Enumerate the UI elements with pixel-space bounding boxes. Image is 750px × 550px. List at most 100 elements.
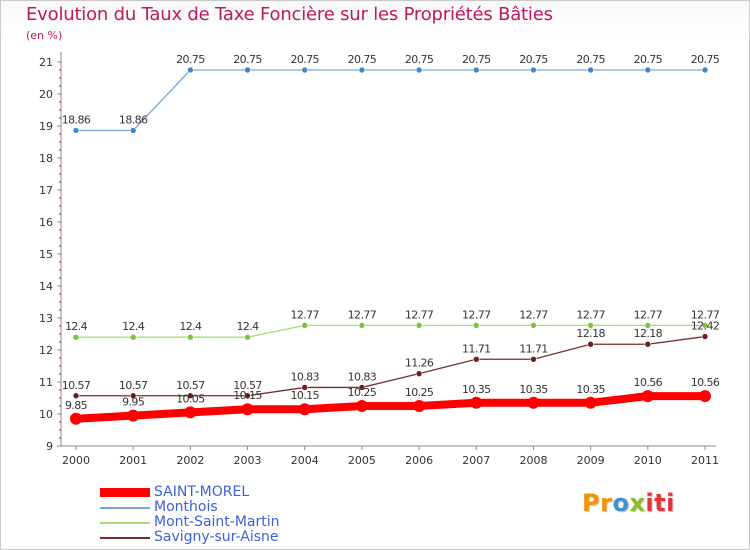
data-point-mont-saint-martin bbox=[72, 333, 80, 341]
data-label-monthois: 18.86 bbox=[119, 113, 148, 126]
legend-swatch bbox=[100, 488, 150, 497]
data-label-savigny-sur-aisne: 12.18 bbox=[576, 327, 605, 340]
data-point-savigny-sur-aisne bbox=[244, 392, 251, 400]
chart-legend: SAINT-MOREL Monthois Mont-Saint-Martin Savi… bbox=[100, 485, 280, 545]
data-point-monthois bbox=[701, 66, 709, 74]
data-label-monthois: 20.75 bbox=[348, 53, 377, 66]
data-label-saint-morel: 10.25 bbox=[348, 386, 377, 399]
data-point-savigny-sur-aisne bbox=[187, 392, 194, 400]
data-label-monthois: 20.75 bbox=[519, 53, 548, 66]
y-tick-label: 17 bbox=[39, 184, 53, 197]
data-point-mont-saint-martin bbox=[644, 322, 652, 329]
data-point-mont-saint-martin bbox=[301, 322, 309, 329]
data-point-savigny-sur-aisne bbox=[701, 333, 709, 340]
data-label-saint-morel: 10.35 bbox=[462, 383, 491, 396]
data-point-mont-saint-martin bbox=[587, 322, 594, 329]
y-tick-label: 15 bbox=[39, 248, 53, 261]
data-label-saint-morel: 10.35 bbox=[576, 383, 605, 396]
data-point-saint-morel bbox=[298, 403, 311, 416]
y-tick-label: 18 bbox=[39, 152, 53, 165]
data-point-monthois bbox=[358, 66, 366, 74]
x-tick-label: 2007 bbox=[462, 454, 490, 467]
data-point-mont-saint-martin bbox=[530, 322, 537, 329]
data-label-mont-saint-martin: 12.77 bbox=[576, 308, 605, 321]
proxiti-logo: Proxiti bbox=[582, 489, 675, 517]
y-tick-label: 11 bbox=[39, 376, 53, 389]
data-label-monthois: 20.75 bbox=[233, 53, 262, 66]
y-axis-unit: (en %) bbox=[26, 29, 63, 42]
x-tick-label: 2004 bbox=[291, 454, 319, 467]
data-point-saint-morel bbox=[641, 390, 654, 403]
data-label-monthois: 20.75 bbox=[576, 53, 605, 66]
data-point-monthois bbox=[244, 66, 251, 74]
legend-label: Monthois bbox=[154, 499, 218, 515]
data-label-savigny-sur-aisne: 10.83 bbox=[348, 370, 377, 383]
data-label-saint-morel: 9.95 bbox=[122, 396, 145, 409]
logo-letter: r bbox=[600, 489, 613, 517]
x-tick-label: 2006 bbox=[405, 454, 433, 467]
x-tick-label: 2008 bbox=[519, 454, 547, 467]
legend-item: SAINT-MOREL bbox=[100, 485, 280, 500]
data-point-mont-saint-martin bbox=[129, 333, 137, 341]
y-tick-label: 12 bbox=[39, 344, 53, 357]
data-label-saint-morel: 10.35 bbox=[519, 383, 548, 396]
data-label-mont-saint-martin: 12.77 bbox=[348, 308, 377, 321]
logo-letter: o bbox=[612, 489, 630, 517]
data-label-mont-saint-martin: 12.77 bbox=[462, 308, 491, 321]
y-tick-label: 14 bbox=[39, 280, 53, 293]
data-point-savigny-sur-aisne bbox=[415, 370, 423, 377]
y-tick-label: 21 bbox=[39, 56, 53, 69]
data-label-monthois: 20.75 bbox=[405, 53, 434, 66]
logo-letter: P bbox=[582, 489, 601, 517]
series-line-saint-morel bbox=[72, 392, 709, 423]
data-label-mont-saint-martin: 12.77 bbox=[405, 308, 434, 321]
data-point-savigny-sur-aisne bbox=[587, 340, 594, 348]
x-tick-label: 2005 bbox=[348, 454, 376, 467]
data-point-mont-saint-martin bbox=[244, 333, 251, 341]
data-label-savigny-sur-aisne: 11.71 bbox=[519, 342, 548, 355]
logo-letter: i bbox=[645, 489, 655, 517]
data-point-saint-morel bbox=[413, 400, 426, 412]
data-point-saint-morel bbox=[184, 406, 197, 419]
legend-label: SAINT-MOREL bbox=[154, 484, 250, 500]
data-point-savigny-sur-aisne bbox=[301, 384, 309, 391]
data-point-saint-morel bbox=[527, 396, 540, 409]
data-label-saint-morel: 10.05 bbox=[176, 392, 205, 405]
data-point-saint-morel bbox=[699, 390, 711, 403]
data-point-savigny-sur-aisne bbox=[72, 392, 80, 400]
y-tick-label: 13 bbox=[39, 312, 53, 325]
data-point-monthois bbox=[129, 127, 137, 134]
data-label-savigny-sur-aisne: 10.57 bbox=[233, 379, 262, 392]
legend-item: Mont-Saint-Martin bbox=[100, 515, 280, 530]
logo-letter: t bbox=[654, 489, 667, 517]
x-tick-label: 2010 bbox=[634, 454, 662, 467]
data-label-mont-saint-martin: 12.77 bbox=[634, 308, 663, 321]
y-tick-label: 16 bbox=[39, 216, 53, 229]
data-label-mont-saint-martin: 12.4 bbox=[122, 320, 145, 333]
data-point-monthois bbox=[644, 66, 652, 74]
data-label-savigny-sur-aisne: 11.71 bbox=[462, 342, 491, 355]
data-point-mont-saint-martin bbox=[701, 322, 709, 329]
data-point-saint-morel bbox=[470, 396, 483, 409]
data-point-saint-morel bbox=[584, 396, 597, 409]
data-label-savigny-sur-aisne: 10.57 bbox=[62, 379, 91, 392]
data-point-savigny-sur-aisne bbox=[530, 355, 537, 363]
data-point-monthois bbox=[530, 66, 537, 74]
data-point-savigny-sur-aisne bbox=[129, 392, 137, 400]
data-label-monthois: 20.75 bbox=[691, 53, 720, 66]
data-point-monthois bbox=[472, 66, 480, 74]
series-line-savigny-sur-aisne bbox=[75, 335, 706, 397]
data-label-savigny-sur-aisne: 11.26 bbox=[405, 357, 434, 370]
data-label-saint-morel: 10.15 bbox=[233, 389, 262, 402]
data-point-saint-morel bbox=[70, 412, 82, 425]
data-point-savigny-sur-aisne bbox=[472, 355, 480, 363]
data-point-monthois bbox=[587, 66, 594, 74]
legend-swatch bbox=[100, 521, 150, 524]
x-tick-label: 2002 bbox=[176, 454, 204, 467]
data-label-monthois: 18.86 bbox=[62, 113, 91, 126]
data-label-saint-morel: 10.56 bbox=[634, 376, 663, 389]
data-label-mont-saint-martin: 12.4 bbox=[179, 320, 202, 333]
logo-letter: x bbox=[629, 489, 646, 517]
